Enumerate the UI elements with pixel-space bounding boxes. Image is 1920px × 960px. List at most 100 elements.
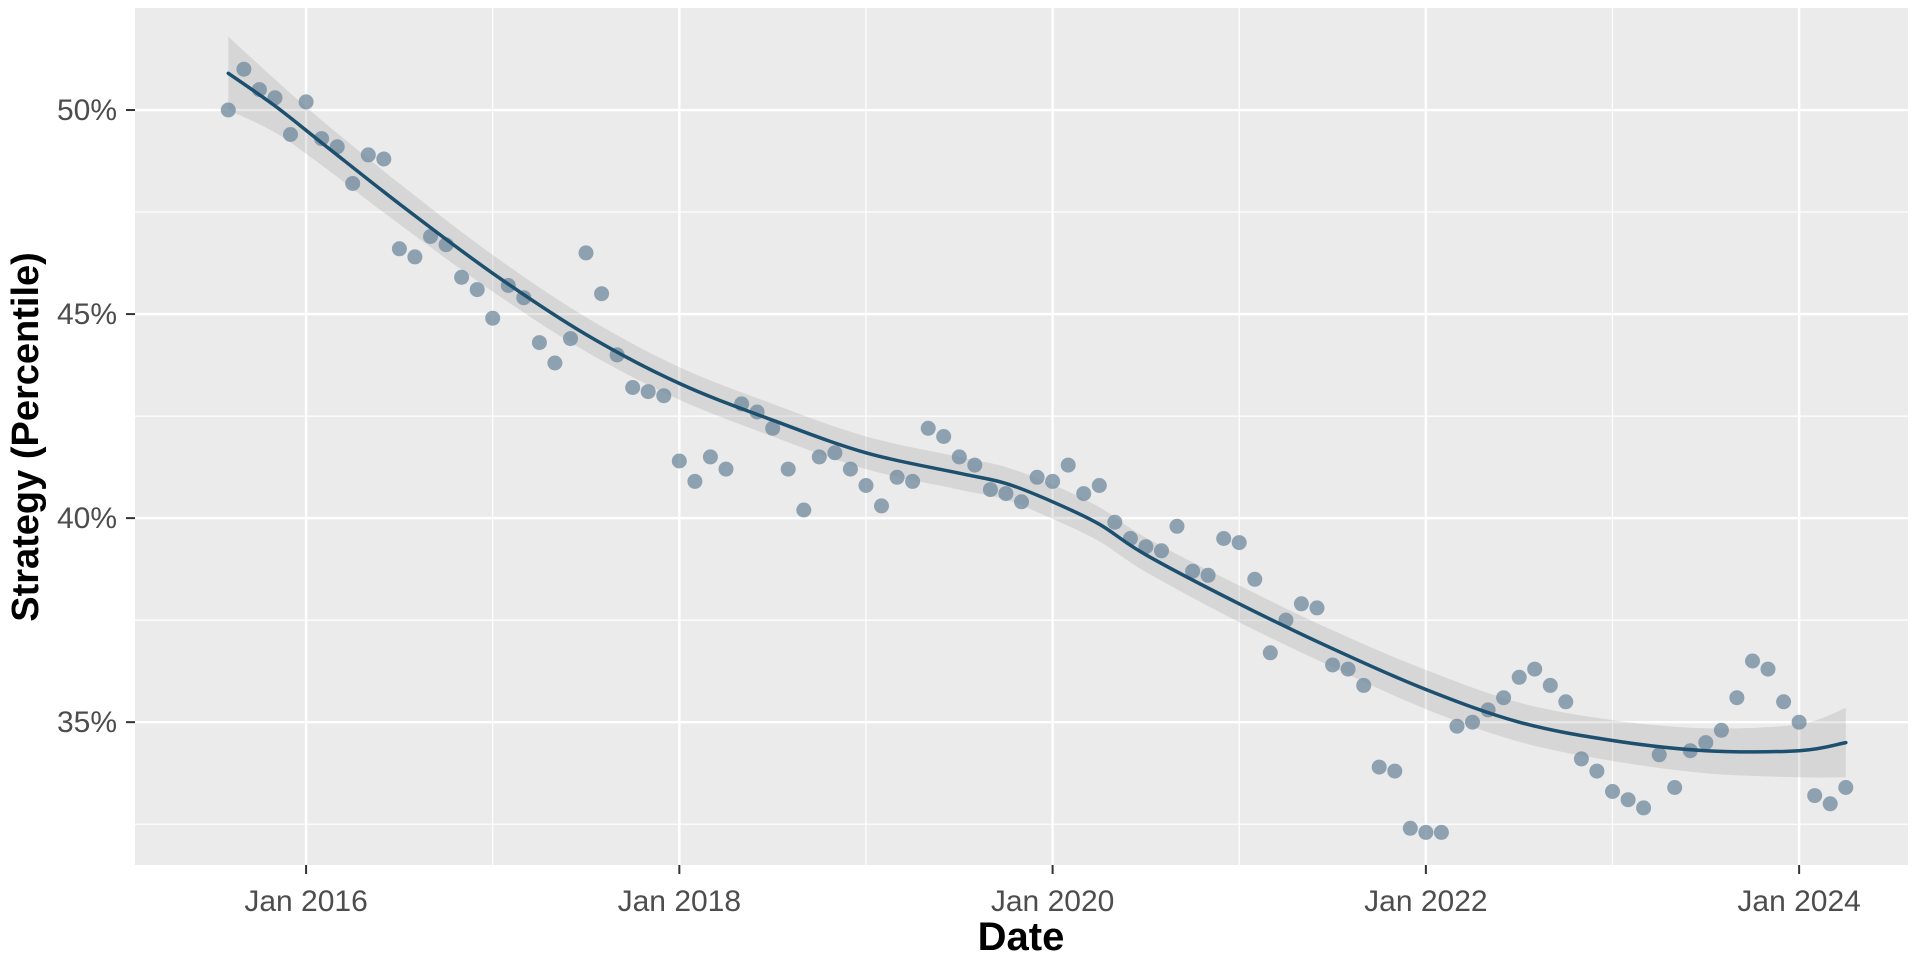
data-point bbox=[1200, 567, 1216, 583]
data-point bbox=[1449, 718, 1465, 734]
y-axis-title: Strategy (Percentile) bbox=[5, 252, 47, 622]
axis-tick-labels: 35% 40% 45% 50% Jan 2016 Jan 2018 Jan 2020 Jan … bbox=[57, 94, 1861, 918]
data-point bbox=[998, 486, 1014, 502]
data-point bbox=[563, 331, 578, 347]
data-point bbox=[967, 457, 983, 473]
data-point bbox=[1776, 694, 1792, 710]
data-point bbox=[1231, 535, 1247, 551]
data-point bbox=[1605, 784, 1620, 799]
data-point bbox=[1154, 543, 1169, 559]
data-point bbox=[796, 502, 812, 518]
data-point bbox=[1527, 661, 1543, 677]
data-point bbox=[1402, 820, 1418, 836]
data-point bbox=[360, 147, 376, 163]
data-point bbox=[1262, 645, 1278, 661]
data-point bbox=[1542, 677, 1558, 693]
data-point bbox=[1216, 531, 1232, 546]
data-point bbox=[936, 429, 952, 444]
data-point bbox=[1387, 763, 1403, 779]
data-point bbox=[1107, 514, 1123, 530]
data-point bbox=[625, 380, 641, 395]
data-point bbox=[1325, 657, 1341, 673]
data-point bbox=[1247, 571, 1263, 587]
data-point bbox=[547, 355, 563, 371]
data-point bbox=[1573, 751, 1589, 767]
data-point bbox=[1667, 780, 1683, 795]
data-point bbox=[687, 473, 703, 489]
data-point bbox=[1169, 518, 1185, 534]
data-point bbox=[376, 151, 392, 167]
data-point bbox=[874, 498, 889, 514]
y-tick-label: 45% bbox=[57, 298, 117, 331]
data-point bbox=[1309, 600, 1325, 616]
data-point bbox=[1076, 486, 1092, 502]
data-point bbox=[1091, 478, 1107, 493]
data-point bbox=[671, 453, 687, 469]
data-point bbox=[765, 420, 781, 436]
data-point bbox=[951, 449, 967, 465]
x-tick-label: Jan 2016 bbox=[244, 885, 367, 918]
smooth-trend-line bbox=[226, 71, 1848, 754]
data-point bbox=[1745, 653, 1760, 669]
data-point bbox=[1729, 690, 1745, 706]
data-point bbox=[391, 241, 407, 257]
data-point bbox=[314, 131, 330, 147]
data-point bbox=[1418, 824, 1434, 840]
data-point bbox=[1636, 800, 1652, 816]
x-tick-label: Jan 2024 bbox=[1737, 885, 1860, 918]
trend-path bbox=[226, 71, 1848, 754]
data-point bbox=[1496, 690, 1512, 706]
data-point bbox=[1185, 563, 1201, 579]
data-point bbox=[1760, 661, 1776, 677]
data-point bbox=[298, 94, 314, 110]
data-point bbox=[1371, 759, 1387, 775]
data-point bbox=[1465, 714, 1480, 730]
data-point bbox=[842, 461, 858, 477]
x-axis-title: Date bbox=[978, 915, 1065, 959]
data-point bbox=[702, 449, 718, 465]
data-point bbox=[1340, 661, 1356, 677]
data-point bbox=[1713, 722, 1729, 738]
axis-tick-marks bbox=[126, 109, 1801, 874]
data-point bbox=[811, 449, 827, 465]
data-point bbox=[283, 127, 298, 142]
data-point bbox=[889, 469, 905, 485]
data-point bbox=[1293, 596, 1309, 612]
data-point bbox=[827, 445, 843, 461]
data-point bbox=[1029, 469, 1045, 485]
data-point bbox=[1807, 788, 1823, 804]
data-point bbox=[718, 461, 734, 477]
data-point bbox=[982, 482, 998, 498]
major-gridlines bbox=[135, 8, 1908, 865]
data-point bbox=[920, 420, 936, 436]
data-point bbox=[578, 245, 594, 261]
data-point bbox=[1651, 747, 1667, 763]
data-point bbox=[1838, 780, 1854, 795]
data-point bbox=[1060, 457, 1076, 473]
data-point bbox=[594, 286, 610, 302]
data-point bbox=[780, 461, 796, 477]
x-tick-label: Jan 2022 bbox=[1364, 885, 1487, 918]
y-tick-label: 50% bbox=[57, 94, 117, 127]
data-point bbox=[1558, 694, 1574, 710]
x-tick-label: Jan 2018 bbox=[618, 885, 741, 918]
data-point bbox=[1014, 494, 1029, 510]
data-point bbox=[1791, 714, 1807, 730]
data-point bbox=[485, 310, 501, 326]
data-point bbox=[1433, 824, 1449, 840]
data-point bbox=[656, 388, 672, 404]
data-point bbox=[1822, 796, 1838, 812]
data-point bbox=[345, 176, 361, 191]
y-tick-label: 35% bbox=[57, 706, 117, 739]
data-point bbox=[905, 473, 921, 489]
data-point bbox=[640, 384, 656, 400]
data-point bbox=[1138, 539, 1154, 555]
data-point bbox=[1620, 792, 1636, 808]
data-point bbox=[858, 478, 874, 493]
data-point bbox=[1698, 735, 1714, 751]
y-tick-label: 40% bbox=[57, 502, 117, 535]
data-point bbox=[1356, 677, 1372, 693]
data-point bbox=[531, 335, 547, 351]
